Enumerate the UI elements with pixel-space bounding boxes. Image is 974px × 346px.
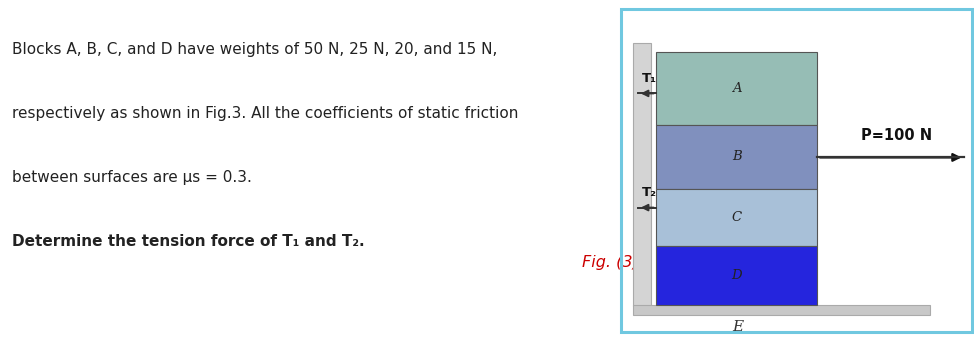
Text: D: D xyxy=(731,269,742,282)
Bar xyxy=(656,189,817,246)
Text: between surfaces are μs = 0.3.: between surfaces are μs = 0.3. xyxy=(12,170,251,184)
Text: T₁: T₁ xyxy=(642,72,656,85)
Bar xyxy=(656,125,817,189)
Text: T₂: T₂ xyxy=(642,186,656,199)
Text: respectively as shown in Fig.3. All the coefficients of static friction: respectively as shown in Fig.3. All the … xyxy=(12,106,518,120)
Bar xyxy=(633,305,930,315)
Text: Fig. (3): Fig. (3) xyxy=(582,255,639,270)
Text: P=100 N: P=100 N xyxy=(860,128,932,143)
Bar xyxy=(633,43,651,306)
Text: Determine the tension force of T₁ and T₂.: Determine the tension force of T₁ and T₂… xyxy=(12,234,364,248)
Bar xyxy=(621,9,972,332)
Text: Blocks A, B, C, and D have weights of 50 N, 25 N, 20, and 15 N,: Blocks A, B, C, and D have weights of 50… xyxy=(12,42,497,56)
Text: B: B xyxy=(731,150,742,163)
Text: A: A xyxy=(732,82,741,95)
Text: C: C xyxy=(731,211,742,224)
Text: E: E xyxy=(731,320,743,334)
Bar xyxy=(656,246,817,305)
Bar xyxy=(656,52,817,125)
